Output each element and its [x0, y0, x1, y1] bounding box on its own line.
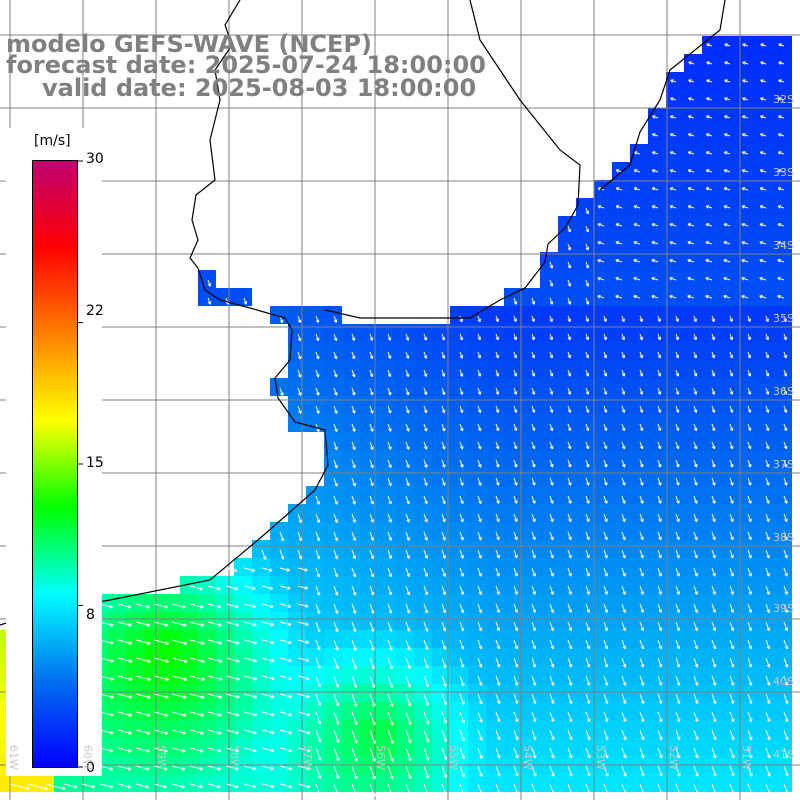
lon-label-56w: 56W	[374, 745, 387, 770]
lat-label-38s: 38S	[773, 531, 794, 544]
lat-label-36s: 36S	[773, 385, 794, 398]
lat-label-37s: 37S	[773, 458, 794, 471]
colorbar-tick-8: 8	[86, 607, 95, 623]
lon-label-52w: 52W	[667, 745, 680, 770]
lon-label-59w: 59W	[155, 745, 168, 770]
colorbar-unit: [m/s]	[34, 133, 71, 149]
lat-label-32s: 32S	[773, 93, 794, 106]
model-title: modelo GEFS-WAVE (NCEP)	[6, 30, 372, 58]
lon-label-58w: 58W	[228, 745, 241, 770]
colorbar-gradient	[33, 161, 77, 767]
valid-date: valid date: 2025-08-03 18:00:00	[42, 74, 477, 102]
lon-label-61w: 61W	[7, 745, 20, 770]
forecast-date: forecast date: 2025-07-24 18:00:00	[6, 51, 486, 79]
lon-label-55w: 55W	[447, 745, 460, 770]
lat-label-40s: 40S	[773, 675, 794, 688]
colorbar-tick-15: 15	[86, 455, 104, 471]
lat-label-41s: 41S	[773, 748, 794, 761]
lat-label-33s: 33S	[773, 166, 794, 179]
lon-label-54w: 54W	[521, 745, 534, 770]
lat-label-35s: 35S	[773, 312, 794, 325]
colorbar-tick-0: 0	[86, 760, 95, 776]
lon-label-53w: 53W	[594, 745, 607, 770]
lat-label-34s: 34S	[773, 239, 794, 252]
wind-arrows	[9, 43, 789, 798]
lon-label-57w: 57W	[301, 745, 314, 770]
lon-label-51w: 51W	[740, 745, 753, 770]
colorbar-tick-30: 30	[86, 151, 104, 167]
wind-speed-field	[0, 36, 792, 792]
colorbar-tick-22: 22	[86, 303, 104, 319]
lat-label-39s: 39S	[773, 602, 794, 615]
colorbar	[32, 160, 78, 768]
coastline	[0, 0, 726, 626]
lon-label-60w: 60W	[81, 745, 94, 770]
